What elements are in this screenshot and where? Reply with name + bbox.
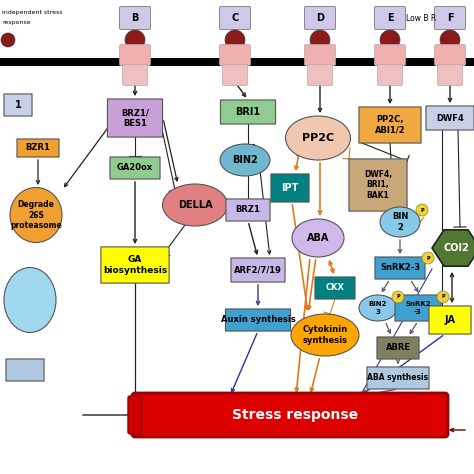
Text: B: B bbox=[131, 13, 139, 23]
FancyBboxPatch shape bbox=[438, 64, 463, 85]
Text: CKX: CKX bbox=[326, 283, 345, 292]
Text: PP2C: PP2C bbox=[302, 133, 334, 143]
Text: Cytokinin
synthesis: Cytokinin synthesis bbox=[302, 325, 347, 345]
FancyBboxPatch shape bbox=[108, 99, 163, 137]
Circle shape bbox=[1, 33, 15, 47]
Circle shape bbox=[125, 30, 145, 50]
Circle shape bbox=[392, 291, 404, 303]
Circle shape bbox=[422, 252, 434, 264]
Text: 1: 1 bbox=[15, 100, 21, 110]
Text: GA
biosynthesis: GA biosynthesis bbox=[103, 255, 167, 275]
Text: Degrade
26S
proteasome: Degrade 26S proteasome bbox=[10, 200, 62, 230]
Text: BRI1: BRI1 bbox=[236, 107, 261, 117]
FancyBboxPatch shape bbox=[435, 7, 465, 29]
Text: BRZ1/
BES1: BRZ1/ BES1 bbox=[121, 108, 149, 128]
FancyBboxPatch shape bbox=[377, 64, 402, 85]
Text: E: E bbox=[387, 13, 393, 23]
Circle shape bbox=[440, 30, 460, 50]
FancyBboxPatch shape bbox=[359, 107, 421, 143]
Text: P: P bbox=[426, 255, 430, 261]
FancyBboxPatch shape bbox=[377, 337, 419, 359]
FancyBboxPatch shape bbox=[435, 45, 465, 65]
Text: GA20ox: GA20ox bbox=[117, 164, 153, 173]
FancyBboxPatch shape bbox=[349, 159, 407, 211]
FancyBboxPatch shape bbox=[374, 45, 405, 65]
Text: P: P bbox=[396, 294, 400, 300]
FancyBboxPatch shape bbox=[231, 258, 285, 282]
FancyBboxPatch shape bbox=[128, 396, 142, 434]
Circle shape bbox=[437, 291, 449, 303]
Text: BIN
2: BIN 2 bbox=[392, 212, 408, 232]
Text: IPT: IPT bbox=[281, 183, 299, 193]
FancyBboxPatch shape bbox=[6, 359, 44, 381]
Text: ABA synthesis: ABA synthesis bbox=[367, 374, 428, 383]
FancyBboxPatch shape bbox=[304, 7, 336, 29]
Ellipse shape bbox=[163, 184, 228, 226]
Text: DELLA: DELLA bbox=[178, 200, 212, 210]
Text: BIN2: BIN2 bbox=[232, 155, 258, 165]
Bar bbox=[0, 58, 474, 66]
Text: ABA: ABA bbox=[307, 233, 329, 243]
Text: ARF2/7/19: ARF2/7/19 bbox=[234, 265, 282, 274]
FancyBboxPatch shape bbox=[395, 295, 441, 321]
Text: BZR1: BZR1 bbox=[26, 144, 50, 153]
FancyBboxPatch shape bbox=[429, 306, 471, 334]
FancyBboxPatch shape bbox=[101, 247, 169, 283]
Text: DWF4: DWF4 bbox=[436, 113, 464, 122]
Ellipse shape bbox=[4, 267, 56, 332]
Ellipse shape bbox=[285, 116, 350, 160]
Ellipse shape bbox=[359, 295, 397, 321]
Text: response: response bbox=[2, 20, 31, 25]
Text: independent stress: independent stress bbox=[2, 10, 63, 15]
FancyBboxPatch shape bbox=[375, 257, 425, 279]
Text: PP2C,
ABI1/2: PP2C, ABI1/2 bbox=[374, 115, 405, 135]
Circle shape bbox=[416, 204, 428, 216]
Circle shape bbox=[310, 30, 330, 50]
FancyBboxPatch shape bbox=[226, 309, 291, 331]
Text: F: F bbox=[447, 13, 453, 23]
FancyBboxPatch shape bbox=[367, 367, 429, 389]
FancyBboxPatch shape bbox=[17, 139, 59, 157]
Text: DWF4,
BRI1,
BAK1: DWF4, BRI1, BAK1 bbox=[364, 170, 392, 200]
Ellipse shape bbox=[291, 314, 359, 356]
Text: ABRE: ABRE bbox=[385, 344, 410, 353]
Ellipse shape bbox=[220, 144, 270, 176]
FancyBboxPatch shape bbox=[426, 106, 474, 130]
FancyBboxPatch shape bbox=[219, 45, 250, 65]
Ellipse shape bbox=[10, 188, 62, 243]
Text: SnRK2-3: SnRK2-3 bbox=[380, 264, 420, 273]
FancyBboxPatch shape bbox=[304, 45, 336, 65]
FancyBboxPatch shape bbox=[219, 7, 250, 29]
Text: Auxin synthesis: Auxin synthesis bbox=[220, 316, 295, 325]
FancyBboxPatch shape bbox=[226, 199, 270, 221]
Text: JA: JA bbox=[445, 315, 456, 325]
Text: BRZ1: BRZ1 bbox=[236, 206, 260, 215]
FancyBboxPatch shape bbox=[308, 64, 332, 85]
FancyBboxPatch shape bbox=[222, 64, 247, 85]
Text: C: C bbox=[231, 13, 238, 23]
FancyBboxPatch shape bbox=[315, 277, 355, 299]
Ellipse shape bbox=[380, 207, 420, 237]
FancyBboxPatch shape bbox=[110, 157, 160, 179]
FancyBboxPatch shape bbox=[374, 7, 405, 29]
Text: P: P bbox=[441, 294, 445, 300]
Ellipse shape bbox=[292, 219, 344, 257]
Text: Low B R: Low B R bbox=[406, 13, 436, 22]
FancyBboxPatch shape bbox=[271, 174, 309, 202]
FancyBboxPatch shape bbox=[220, 100, 275, 124]
Text: P: P bbox=[420, 208, 424, 212]
Text: SnRK2
-3: SnRK2 -3 bbox=[405, 301, 431, 315]
FancyBboxPatch shape bbox=[132, 393, 448, 437]
Circle shape bbox=[380, 30, 400, 50]
Text: Stress response: Stress response bbox=[232, 408, 358, 422]
Text: BIN2
3: BIN2 3 bbox=[369, 301, 387, 315]
FancyBboxPatch shape bbox=[4, 94, 32, 116]
FancyBboxPatch shape bbox=[119, 7, 151, 29]
Text: COI2: COI2 bbox=[443, 243, 469, 253]
Text: D: D bbox=[316, 13, 324, 23]
FancyBboxPatch shape bbox=[122, 64, 147, 85]
FancyBboxPatch shape bbox=[119, 45, 151, 65]
Circle shape bbox=[225, 30, 245, 50]
Polygon shape bbox=[432, 230, 474, 266]
